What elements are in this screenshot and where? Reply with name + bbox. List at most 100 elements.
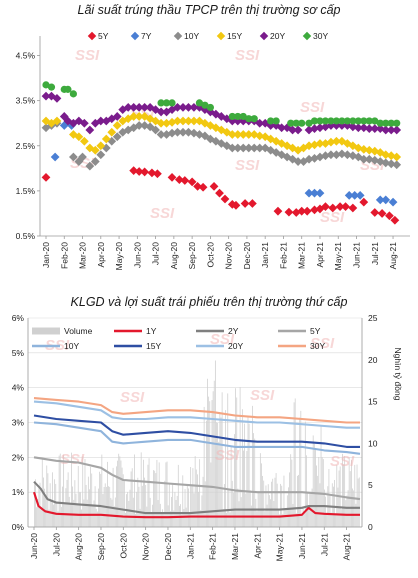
volume-bar [72, 486, 74, 527]
point-7y [50, 152, 60, 162]
point-30y [332, 117, 341, 125]
point-5y [140, 167, 150, 177]
volume-bar [76, 504, 78, 527]
volume-bar [39, 482, 41, 527]
volume-bar [177, 464, 179, 527]
point-5y [377, 209, 387, 218]
volume-bar [199, 459, 201, 527]
y-tick-label: 1.5% [16, 186, 36, 196]
x-tick-label: Oct-20 [118, 533, 128, 559]
volume-bar [265, 485, 267, 527]
point-5y [370, 208, 380, 217]
point-10y [85, 161, 95, 171]
point-30y [195, 99, 204, 107]
volume-bar [334, 480, 335, 527]
volume-bar [246, 451, 248, 527]
point-20y [293, 125, 303, 135]
volume-bar [138, 486, 140, 527]
point-30y [327, 117, 335, 125]
y-tick-label: 2.5% [16, 141, 36, 151]
point-15y [227, 130, 237, 139]
point-30y [267, 117, 275, 125]
x-tick-label: Jul-21 [370, 242, 380, 265]
point-5y [297, 206, 307, 216]
point-20y [134, 103, 144, 112]
volume-bar [67, 472, 69, 527]
point-5y [209, 181, 219, 191]
point-15y [381, 150, 391, 160]
point-15y [233, 130, 243, 139]
volume-bar [205, 420, 207, 527]
x-tick-label: Apr-20 [96, 242, 106, 268]
point-5y [134, 167, 144, 176]
point-10y [304, 154, 314, 164]
point-20y [381, 125, 391, 135]
y2-tick-label: 20 [368, 355, 378, 365]
volume-bar [155, 473, 157, 527]
volume-bar [140, 452, 142, 527]
point-30y [47, 83, 56, 91]
volume-bar [309, 493, 311, 527]
volume-bar [81, 509, 83, 527]
volume-bar [73, 499, 75, 527]
volume-bar [51, 472, 53, 527]
volume-bar [60, 506, 62, 527]
point-5y [302, 206, 312, 216]
volume-bar [271, 481, 272, 527]
point-10y [156, 130, 166, 139]
point-10y [342, 150, 352, 160]
point-30y [245, 115, 253, 123]
x-tick-label: Dec-20 [242, 242, 252, 270]
point-20y [370, 124, 380, 134]
volume-bar [247, 416, 249, 527]
volume-bar [221, 392, 223, 527]
point-30y [162, 99, 171, 107]
point-20y [288, 125, 297, 135]
volume-bar [261, 463, 262, 527]
volume-bar [96, 511, 98, 527]
volume-bar [254, 438, 256, 527]
x-tick-label: May-21 [333, 242, 343, 271]
point-15y [52, 116, 62, 126]
point-5y [220, 194, 230, 204]
volume-bar [183, 509, 185, 527]
point-10y [386, 159, 396, 169]
primary-auction-chart: Lãi suất trúng thầu TPCP trên thị trường… [16, 3, 410, 271]
x-tick-label: Sep-20 [96, 533, 106, 561]
point-20y [184, 103, 193, 112]
volume-bar [57, 511, 59, 527]
point-7y [375, 195, 385, 205]
volume-bar [120, 460, 122, 527]
volume-bar [141, 485, 143, 527]
point-20y [79, 118, 89, 128]
volume-bar [285, 508, 287, 527]
volume-bar [119, 456, 121, 527]
volume-bar [346, 495, 348, 527]
point-15y [315, 139, 325, 148]
volume-bar [68, 496, 70, 527]
watermark-text: SSI [120, 389, 145, 406]
volume-bar [290, 454, 292, 527]
point-30y [371, 117, 379, 125]
point-5y [180, 176, 190, 185]
volume-bar [102, 494, 104, 527]
volume-bar [207, 378, 208, 527]
watermark-text: SSI [235, 47, 260, 64]
volume-bar [252, 405, 253, 527]
point-10y [233, 143, 243, 153]
point-30y [287, 119, 295, 127]
y-tick-label: 1% [12, 487, 25, 497]
point-30y [349, 117, 357, 125]
y2-tick-label: 5 [368, 480, 373, 490]
point-10y [173, 127, 182, 137]
point-20y [112, 112, 122, 121]
volume-bar [87, 476, 89, 527]
volume-bar [55, 483, 57, 527]
point-30y [354, 117, 362, 125]
volume-bar [165, 462, 167, 527]
volume-bar [299, 417, 301, 527]
x-tick-label: Feb-21 [208, 533, 218, 560]
volume-bar [188, 488, 189, 527]
legend-label-volume: Volume [64, 326, 93, 336]
volume-bar [284, 508, 286, 527]
